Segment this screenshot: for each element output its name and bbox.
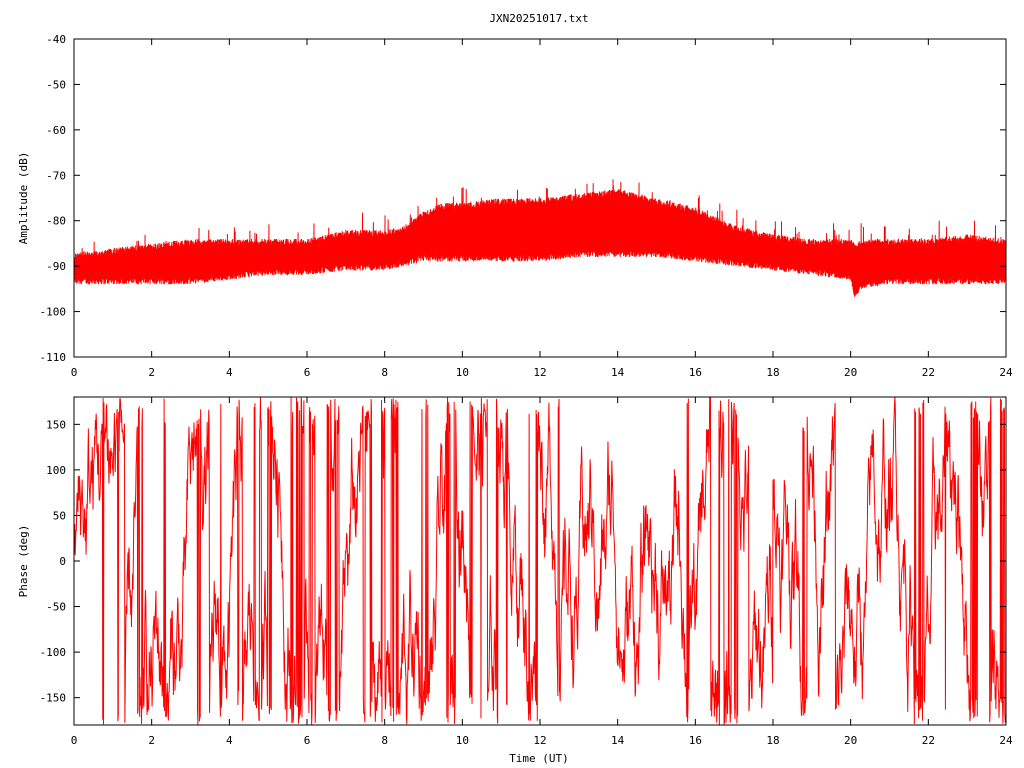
- y-tick-label: 0: [59, 555, 66, 568]
- amplitude-panel: -40-50-60-70-80-90-100-110 0 2 4 6 8 10 12 14 16…: [17, 33, 1013, 379]
- x-tick-label: 20: [844, 734, 857, 747]
- chart-title: JXN20251017.txt: [489, 12, 588, 25]
- x-tick-label: 22: [922, 734, 935, 747]
- x-tick-label: 12: [533, 734, 546, 747]
- y-tick-label: -110: [40, 351, 67, 364]
- y-tick-label: -100: [40, 646, 67, 659]
- x-tick-label: 2: [148, 366, 155, 379]
- x-tick-label: 6: [304, 734, 311, 747]
- amplitude-x-ticks: 0 2 4 6 8 10 12 14 16 18 20 22 24: [71, 39, 1013, 379]
- x-tick-label: 8: [381, 366, 388, 379]
- x-tick-label: 4: [226, 734, 233, 747]
- x-tick-label: 0: [71, 366, 78, 379]
- x-tick-label: 24: [999, 734, 1013, 747]
- y-tick-label: -60: [46, 124, 66, 137]
- y-tick-label: -100: [40, 306, 67, 319]
- x-tick-label: 6: [304, 366, 311, 379]
- x-tick-label: 16: [689, 366, 702, 379]
- x-tick-label: 10: [456, 734, 469, 747]
- y-tick-label: -50: [46, 78, 66, 91]
- y-tick-label: 150: [46, 418, 66, 431]
- x-tick-label: 18: [766, 366, 779, 379]
- x-tick-label: 14: [611, 734, 625, 747]
- x-tick-label: 12: [533, 366, 546, 379]
- phase-y-ticks: 150 100 50 0 -50 -100 -150: [40, 418, 1006, 705]
- amplitude-line: [73, 179, 1007, 297]
- x-tick-label: 24: [999, 366, 1013, 379]
- phase-x-ticks: 0 2 4 6 8 10 12 14 16 18 20 22 24: [71, 397, 1013, 747]
- x-tick-label: 4: [226, 366, 233, 379]
- x-tick-label: 18: [766, 734, 779, 747]
- y-tick-label: -70: [46, 169, 66, 182]
- x-tick-label: 14: [611, 366, 625, 379]
- y-tick-label: -90: [46, 260, 66, 273]
- x-tick-label: 16: [689, 734, 702, 747]
- x-tick-label: 0: [71, 734, 78, 747]
- y-tick-label: 100: [46, 464, 66, 477]
- x-tick-label: 8: [381, 734, 388, 747]
- x-tick-label: 10: [456, 366, 469, 379]
- y-tick-label: -80: [46, 215, 66, 228]
- x-tick-label: 22: [922, 366, 935, 379]
- amplitude-plot-frame: [73, 38, 1007, 358]
- phase-y-axis-label: Phase (deg): [17, 525, 30, 598]
- phase-line: [73, 396, 1007, 725]
- amplitude-y-axis-label: Amplitude (dB): [17, 152, 30, 245]
- y-tick-label: -150: [40, 692, 67, 705]
- x-tick-label: 2: [148, 734, 155, 747]
- phase-series: [73, 396, 1007, 725]
- x-tick-label: 20: [844, 366, 857, 379]
- y-tick-label: -40: [46, 33, 66, 46]
- amplitude-series: [73, 179, 1007, 297]
- y-tick-label: 50: [53, 509, 66, 522]
- phase-x-axis-label: Time (UT): [509, 752, 569, 765]
- amplitude-y-ticks: -40 -50 -60 -70 -80 -90 -100 -110: [40, 33, 1006, 364]
- y-tick-label: -50: [46, 601, 66, 614]
